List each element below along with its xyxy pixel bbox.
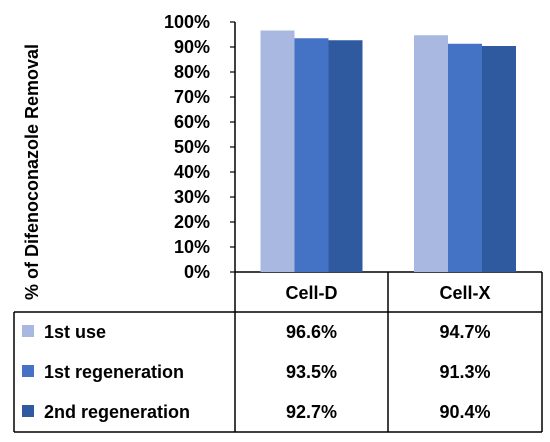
data-label: 92.7% (286, 402, 337, 422)
series-name: 2nd regeneration (44, 402, 190, 422)
data-label: 96.6% (286, 322, 337, 342)
y-tick-label: 60% (174, 112, 210, 132)
y-tick-label: 30% (174, 187, 210, 207)
y-tick-label: 90% (174, 37, 210, 57)
data-label: 90.4% (439, 402, 490, 422)
y-tick-label: 80% (174, 62, 210, 82)
y-tick-label: 0% (184, 262, 210, 282)
bar-cell-x-series-3 (482, 46, 516, 272)
data-label: 94.7% (439, 322, 490, 342)
legend-key (22, 365, 34, 377)
data-label: 93.5% (286, 362, 337, 382)
bar-cell-d-series-2 (294, 38, 329, 272)
y-tick-label: 40% (174, 162, 210, 182)
bar-cell-d-series-3 (328, 40, 363, 272)
y-axis: 0% 10% 20% 30% 40% 50% 60% 70% 80% 90% 100% (164, 12, 236, 282)
y-tick-label: 100% (164, 12, 210, 32)
series-name: 1st use (44, 322, 106, 342)
y-tick-label: 70% (174, 87, 210, 107)
y-tick-label: 10% (174, 237, 210, 257)
data-table: Cell-D Cell-X 1st use 96.6% 94.7% 1st regener… (13, 271, 543, 433)
category-label: Cell-X (439, 283, 490, 303)
legend-key (22, 325, 34, 337)
category-label: Cell-D (285, 283, 337, 303)
bar-cell-d-series-1 (260, 30, 295, 272)
legend-key (22, 405, 34, 417)
series-name: 1st regeneration (44, 362, 184, 382)
y-axis-title: % of Difenoconazole Removal (22, 44, 42, 300)
bar-cell-x-series-2 (448, 43, 482, 272)
y-tick-label: 20% (174, 212, 210, 232)
data-label: 91.3% (439, 362, 490, 382)
y-tick-label: 50% (174, 137, 210, 157)
bars (260, 30, 516, 272)
bar-cell-x-series-1 (414, 35, 448, 272)
